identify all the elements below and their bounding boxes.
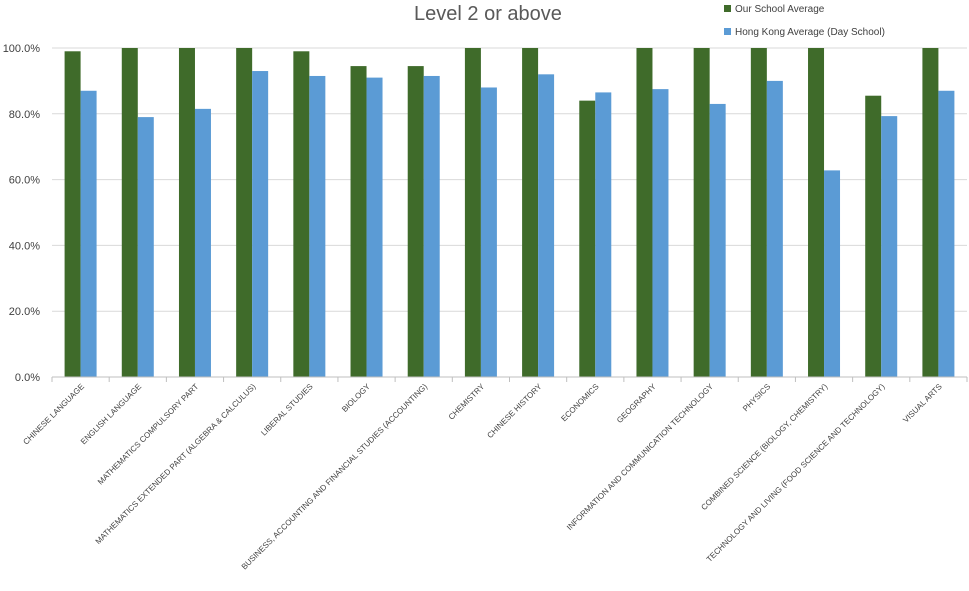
bar-hong-kong [709,103,726,378]
bar-our-school [464,48,481,377]
y-tick-label: 20.0% [9,306,40,318]
x-tick-label: CHINESE HISTORY [485,382,543,440]
legend-label-hong-kong: Hong Kong Average (Day School) [735,27,885,38]
y-tick-label: 80.0% [9,109,40,121]
bar-hong-kong [538,74,555,377]
x-tick-label: VISUAL ARTS [901,382,944,425]
x-tick-label: MATHEMATICS COMPULSORY PART [96,382,201,487]
x-tick-label: GEOGRAPHY [615,382,658,425]
bar-our-school [636,48,653,377]
bar-our-school [178,48,195,377]
legend: Our School Average Hong Kong Average (Da… [724,4,885,38]
bar-hong-kong [595,92,612,377]
bar-hong-kong [938,90,955,378]
bar-hong-kong [480,87,497,377]
x-tick-label: BIOLOGY [340,382,372,414]
bar-hong-kong [137,117,154,377]
bar-hong-kong [80,90,97,378]
bar-hong-kong [366,77,383,378]
legend-swatch-hong-kong [724,28,731,35]
y-tick-label: 60.0% [9,175,40,187]
bar-our-school [693,48,710,377]
bar-our-school [236,48,253,377]
x-tick-label: BUSINESS, ACCOUNTING AND FINANCIAL STUDI… [240,382,430,572]
bar-hong-kong [881,116,898,377]
x-tick-label: PHYSICS [741,382,772,413]
bar-hong-kong [824,170,841,377]
x-tick-label: CHINESE LANGUAGE [21,382,86,447]
bar-our-school [579,100,596,377]
bars [64,48,955,378]
chart-title: Level 2 or above [414,3,562,25]
bar-our-school [64,51,81,377]
y-tick-label: 0.0% [15,372,40,384]
x-tick-label: ECONOMICS [559,382,600,423]
bar-hong-kong [766,80,783,378]
bar-our-school [808,48,825,377]
bar-our-school [293,51,310,377]
bar-our-school [865,95,882,377]
x-tick-label: LIBERAL STUDIES [259,382,315,438]
y-tick-label: 40.0% [9,240,40,252]
bar-our-school [350,66,367,377]
bar-hong-kong [423,75,440,377]
x-tick-label: ENGLISH LANGUAGE [79,382,143,446]
bar-our-school [407,66,424,377]
x-tick-label: COMBINED SCIENCE (BIOLOGY, CHEMISTRY) [699,382,829,512]
bar-our-school [750,48,767,377]
bar-hong-kong [309,75,326,377]
bar-hong-kong [652,89,669,377]
legend-label-our-school: Our School Average [735,4,825,15]
y-tick-label: 100.0% [3,43,41,55]
bar-our-school [522,48,539,377]
bar-our-school [922,48,939,377]
bar-hong-kong [194,108,211,378]
bar-our-school [121,48,138,377]
bar-hong-kong [252,71,269,377]
legend-swatch-our-school [724,5,731,12]
x-tick-label: CHEMISTRY [447,382,487,422]
